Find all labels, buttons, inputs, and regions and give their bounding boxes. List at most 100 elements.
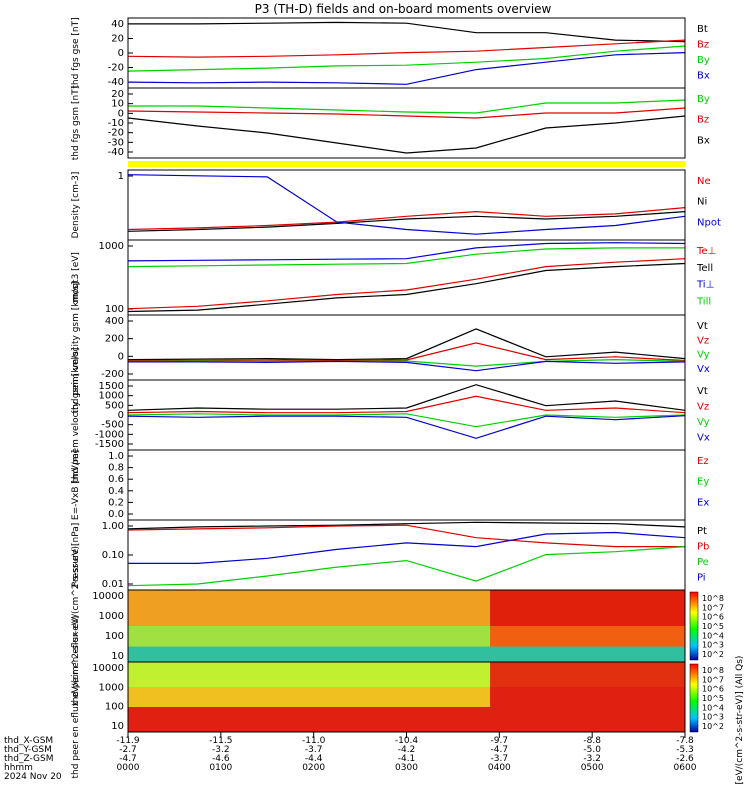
heatmap-cell [350, 672, 366, 678]
legend-entry: Pb [697, 542, 709, 553]
y-tick-label: 0.10 [102, 550, 124, 561]
heatmap-cell [211, 646, 226, 653]
heatmap-cell [155, 631, 171, 637]
heatmap-cell [267, 646, 282, 653]
heatmap-cell [503, 631, 519, 637]
heatmap-cell [336, 677, 352, 683]
heatmap-cell [322, 615, 338, 622]
y-tick-label: 0.01 [102, 579, 124, 590]
heatmap-cell [615, 590, 630, 596]
heatmap-cell [322, 717, 338, 723]
heatmap-cell [643, 727, 658, 733]
heatmap-cell [629, 712, 644, 718]
heatmap-cell [281, 605, 296, 612]
series-line-Vy [127, 358, 686, 367]
heatmap-cell [587, 697, 602, 703]
heatmap-cell [392, 672, 407, 678]
heatmap-cell [378, 610, 394, 617]
heatmap-cell [281, 651, 296, 658]
heatmap-cell [517, 682, 533, 688]
y-tick-label: 1.00 [102, 521, 124, 532]
heatmap-cell [545, 631, 561, 637]
heatmap-cell [141, 656, 157, 663]
footer-value: -4.2 [398, 745, 416, 755]
heatmap-cell [225, 600, 240, 606]
heatmap-cell [559, 641, 575, 648]
heatmap-cell [141, 620, 157, 627]
heatmap-cell [350, 656, 366, 663]
heatmap-cell [336, 595, 352, 601]
heatmap-cell [573, 641, 589, 648]
footer-value: 0100 [209, 763, 232, 773]
footer-value: -4.7 [119, 754, 137, 764]
heatmap-cell [253, 600, 268, 606]
colorbar-label: [eV/(cm^2-s-str-eV)] (All Qs) [735, 656, 745, 785]
heatmap-cell [573, 717, 589, 723]
heatmap-cell [643, 722, 658, 728]
heatmap-cell [378, 707, 394, 713]
heatmap-cell [643, 636, 658, 642]
heatmap-cell [420, 656, 435, 663]
heatmap-cell [643, 610, 658, 617]
legend-entry: Te⊥ [696, 246, 716, 257]
heatmap-cell [169, 667, 185, 673]
heatmap-cell [490, 641, 505, 648]
heatmap-cell [601, 692, 616, 698]
heatmap-cell [615, 651, 630, 658]
heatmap-cell [350, 722, 366, 728]
heatmap-cell [295, 626, 310, 632]
heatmap-cell [671, 595, 686, 601]
heatmap-cell [448, 697, 463, 703]
heatmap-cell [601, 646, 616, 653]
heatmap-cell [559, 677, 575, 683]
heatmap-cell [573, 712, 589, 718]
heatmap-cell [629, 672, 644, 678]
panel-frame [127, 239, 686, 316]
heatmap-cell [378, 590, 394, 596]
heatmap-cell [448, 641, 463, 648]
heatmap-cell [476, 687, 491, 693]
heatmap-cell [309, 677, 324, 683]
heatmap-cell [657, 626, 672, 632]
heatmap-cell [211, 626, 226, 632]
heatmap-cell [406, 707, 421, 713]
heatmap-cell [309, 727, 324, 733]
heatmap-cell [601, 707, 616, 713]
heatmap-cell [392, 620, 407, 627]
heatmap-cell [378, 646, 394, 653]
heatmap-cell [225, 717, 240, 723]
heatmap-cell [169, 605, 185, 612]
heatmap-cell [406, 692, 421, 698]
heatmap-cell [322, 595, 338, 601]
heatmap-cell [239, 707, 254, 713]
heatmap-cell [601, 712, 616, 718]
heatmap-cell [559, 662, 575, 668]
y-tick-label: 0 [118, 108, 124, 119]
heatmap-cell [462, 626, 477, 632]
heatmap-cell [503, 636, 519, 642]
heatmap-cell [601, 610, 616, 617]
heatmap-cell [364, 656, 380, 663]
heatmap-cell [183, 677, 199, 683]
heatmap-cell [657, 727, 672, 733]
heatmap-cell [267, 687, 282, 693]
y-tick-label: 0.4 [108, 486, 124, 497]
heatmap-cell [490, 682, 505, 688]
heatmap-cell [406, 636, 421, 642]
heatmap-cell [281, 677, 296, 683]
footer-value: 0600 [674, 763, 697, 773]
y-tick-label: 0 [118, 48, 124, 59]
heatmap-cell [295, 677, 310, 683]
heatmap-cell [211, 631, 226, 637]
heatmap-cell [336, 615, 352, 622]
heatmap-cell [350, 651, 366, 658]
heatmap-cell [476, 641, 491, 648]
heatmap-cell [448, 692, 463, 698]
heatmap-cell [559, 656, 575, 663]
heatmap-cell [253, 672, 268, 678]
heatmap-cell [490, 605, 505, 612]
y-tick-label: 400 [105, 316, 124, 327]
heatmap-cell [517, 717, 533, 723]
heatmap-cell [183, 610, 199, 617]
heatmap-cell [434, 717, 449, 723]
